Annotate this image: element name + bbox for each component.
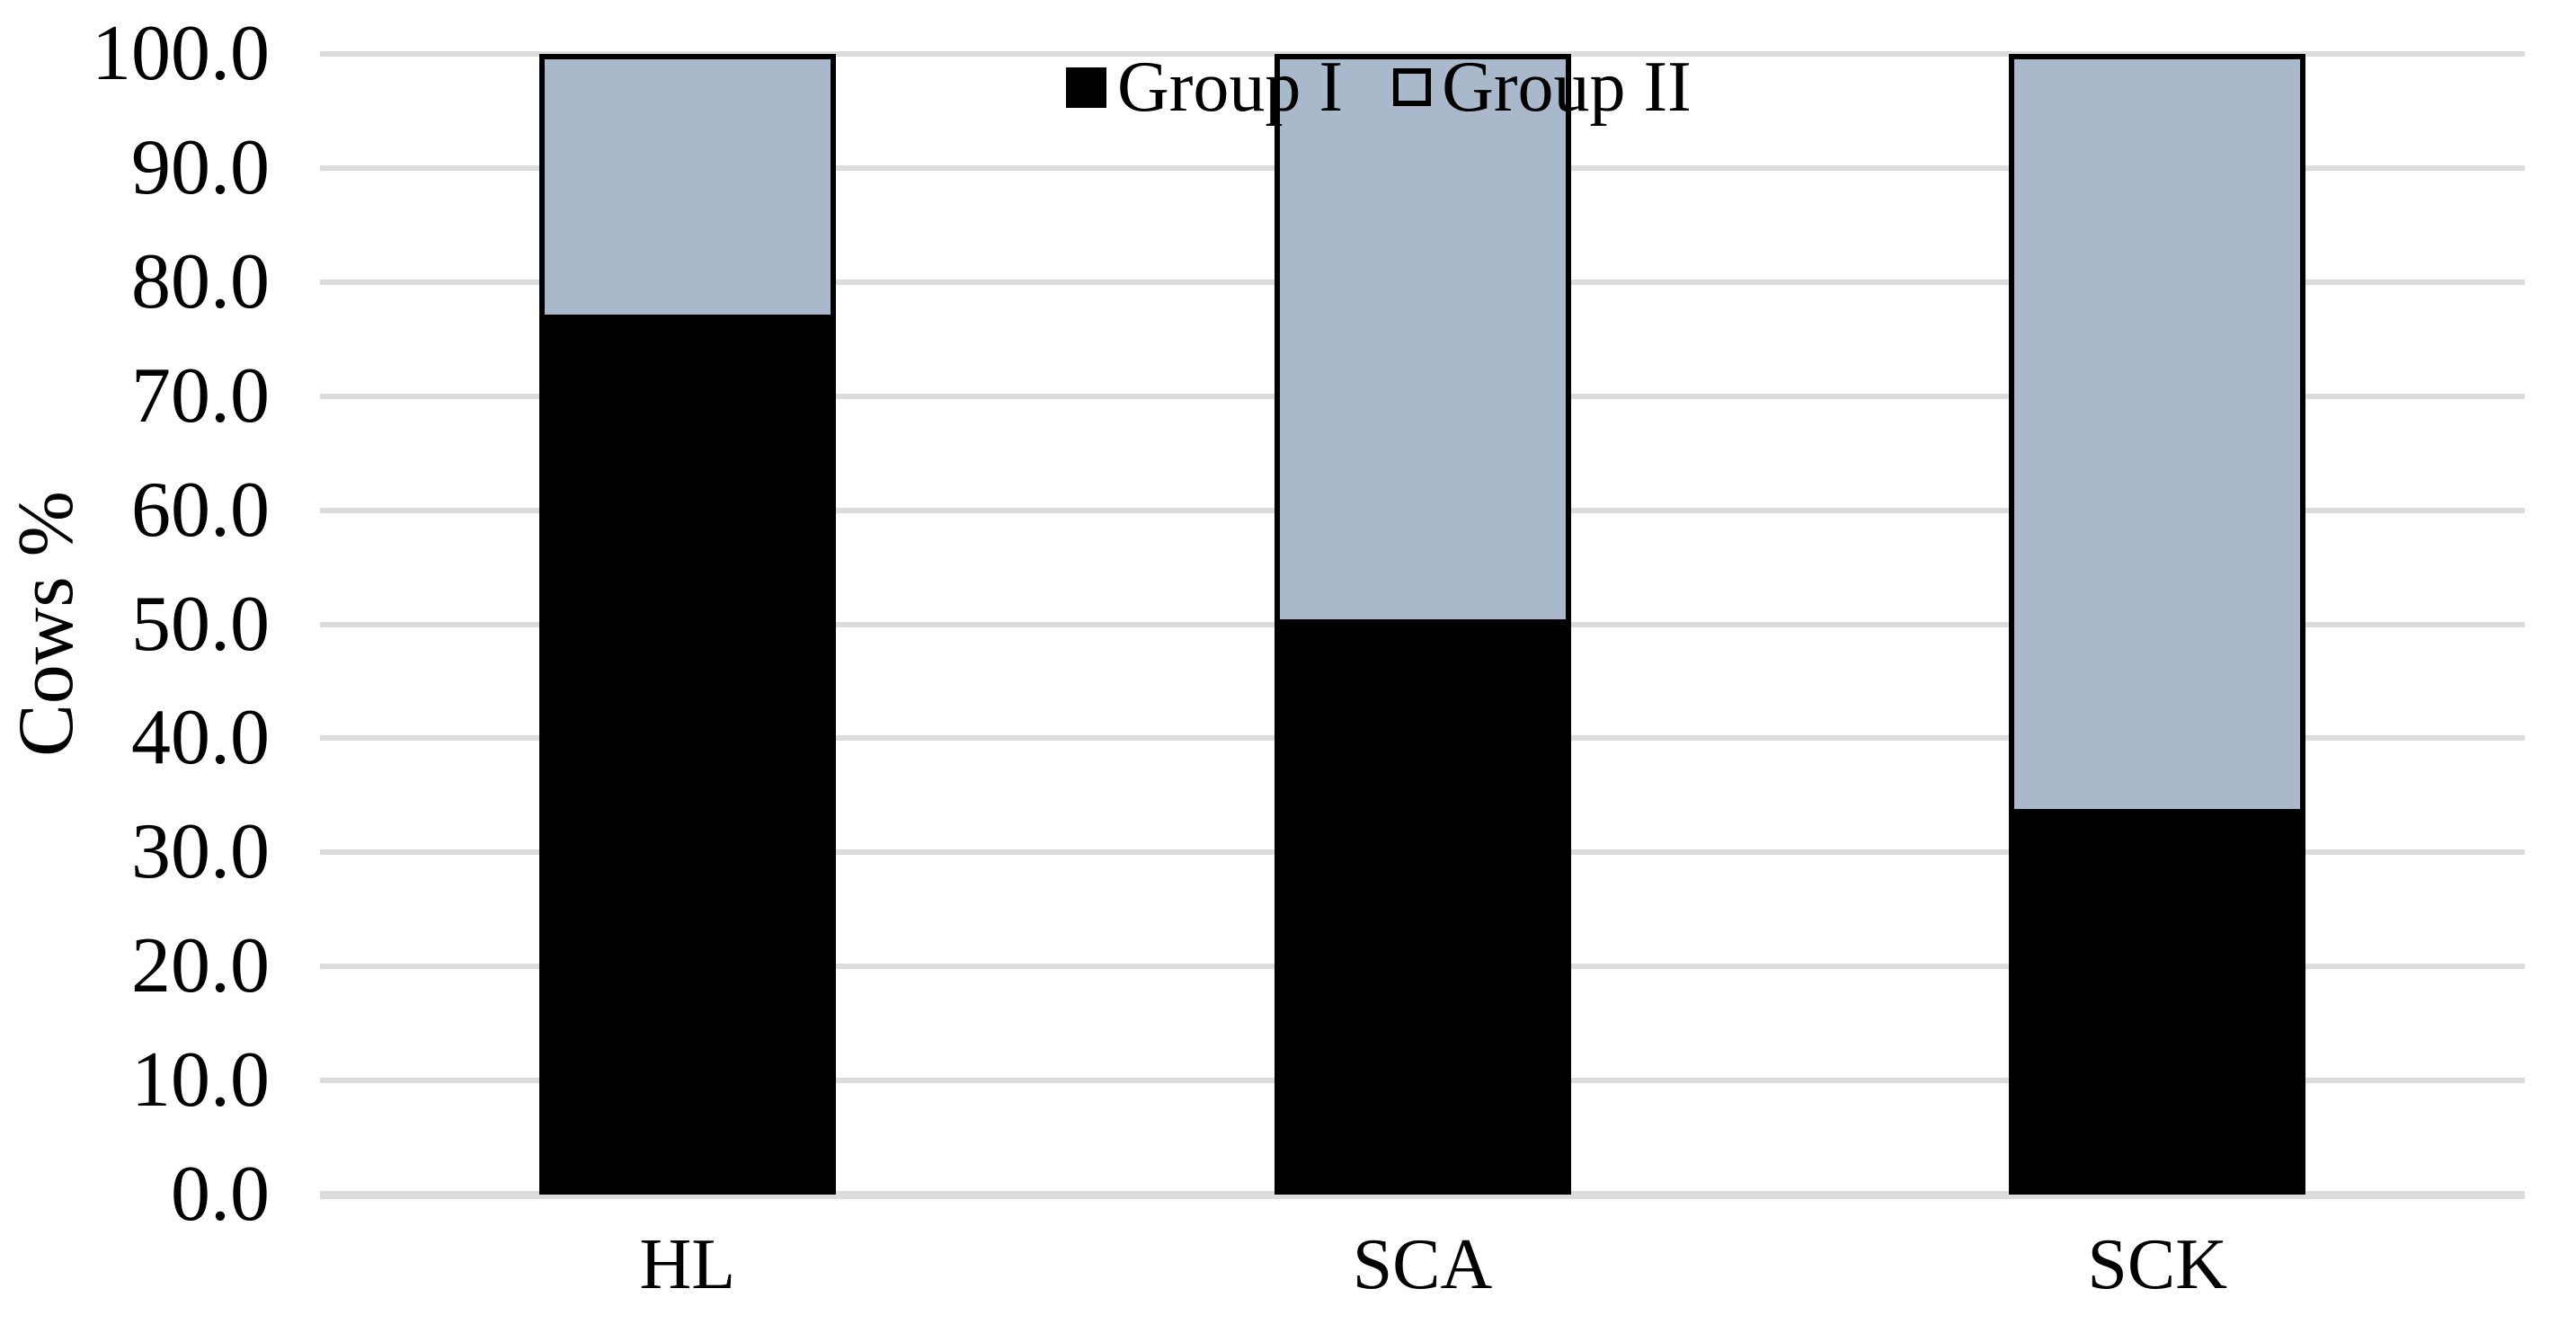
x-tick-label-sca: SCA	[1352, 1225, 1493, 1304]
bar-segment-sca-group-i	[1274, 624, 1571, 1195]
chart-legend: Group I Group II	[1066, 49, 1692, 125]
legend-label-group-i: Group I	[1117, 48, 1344, 127]
y-tick-label: 40.0	[131, 694, 270, 782]
group-ii-swatch-icon	[1393, 68, 1432, 106]
bar-segment-sca-group-ii	[1274, 54, 1571, 625]
bar-hl	[538, 54, 836, 1195]
group-i-swatch-icon	[1066, 67, 1106, 108]
y-tick-label: 10.0	[131, 1036, 270, 1124]
bar-segment-sck-group-ii	[2009, 54, 2306, 815]
y-tick-label: 70.0	[131, 351, 270, 440]
bar-segment-sck-group-i	[2009, 814, 2306, 1195]
y-tick-label: 100.0	[92, 10, 270, 97]
y-tick-label: 0.0	[171, 1151, 270, 1238]
bar-sca	[1274, 54, 1571, 1195]
bar-sck	[2009, 54, 2306, 1195]
x-tick-label-sck: SCK	[2087, 1225, 2227, 1304]
y-tick-label: 80.0	[131, 237, 270, 325]
legend-item-group-ii: Group II	[1393, 49, 1692, 125]
legend-label-group-ii: Group II	[1442, 48, 1692, 127]
y-tick-label: 90.0	[131, 123, 270, 211]
y-tick-label: 60.0	[131, 466, 270, 554]
bar-segment-hl-group-ii	[538, 54, 836, 320]
x-tick-label-hl: HL	[639, 1225, 736, 1304]
plot-area	[320, 51, 2525, 1199]
y-tick-label: 20.0	[131, 922, 270, 1010]
x-axis-line	[320, 1191, 2525, 1199]
legend-item-group-i: Group I	[1066, 49, 1343, 125]
bar-segment-hl-group-i	[538, 319, 836, 1195]
y-tick-label: 50.0	[131, 580, 270, 668]
y-tick-label: 30.0	[131, 808, 270, 896]
